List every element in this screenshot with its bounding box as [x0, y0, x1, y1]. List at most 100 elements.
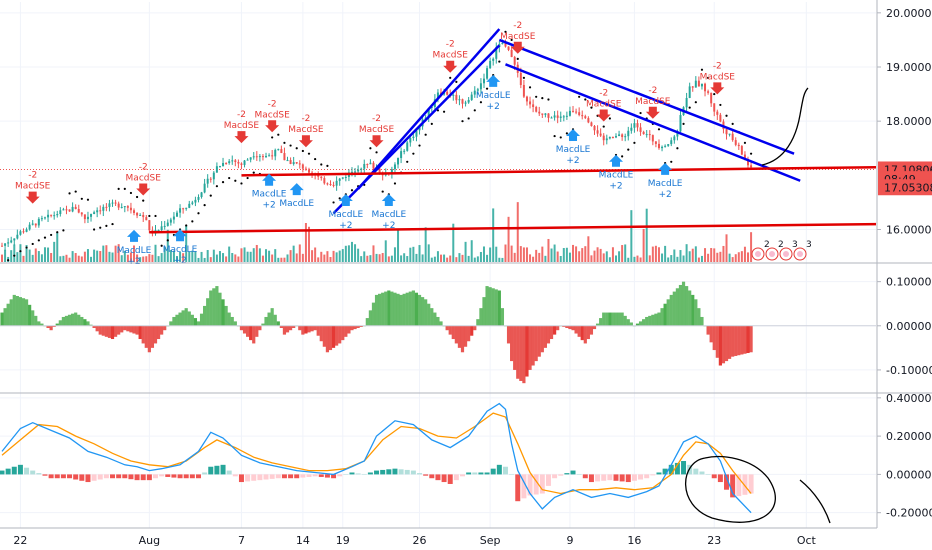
macd-hist-bar-76 [232, 474, 238, 477]
macd-hist-bar-66 [202, 472, 208, 475]
sar-dot-100 [307, 152, 311, 155]
candle-body-6 [19, 231, 22, 235]
candle-body-201 [618, 134, 621, 137]
signal-long-2: MacdLE+2 [117, 229, 152, 267]
osc-bar-200 [614, 312, 618, 326]
candle-body-148 [455, 94, 458, 101]
candle-body-155 [476, 89, 479, 91]
volume-bar-243 [747, 252, 750, 262]
long-arrow-icon [486, 74, 501, 87]
volume-bar-62 [191, 250, 194, 262]
volume-bar-191 [587, 236, 590, 262]
osc-bar-232 [712, 325, 716, 351]
volume-bar-58 [179, 251, 182, 262]
candle-body-171 [525, 96, 528, 102]
volume-bar-129 [397, 229, 400, 262]
volume-bar-214 [657, 247, 660, 262]
trend-line-1 [332, 44, 501, 215]
volume-bar-40 [123, 250, 126, 262]
signal-label: MacdLE [556, 145, 591, 155]
x-tick-label-9: 23 [707, 534, 721, 547]
osc-bar-61 [187, 311, 191, 326]
signal-label: -2 [513, 21, 522, 31]
trend-lines[interactable] [149, 28, 877, 234]
signal-label: -2 [301, 114, 310, 124]
sar-dot-176 [541, 97, 544, 100]
sar-dot-120 [369, 147, 372, 150]
signal-label: MacdLE [117, 246, 152, 256]
osc-bar-75 [230, 316, 234, 326]
y-tick-label-0-3: 16.00000 [886, 224, 932, 237]
volume-bar-201 [618, 251, 621, 262]
osc-bar-204 [626, 319, 630, 326]
volume-bar-190 [584, 246, 587, 262]
sar-dot-74 [228, 176, 231, 180]
volume-bar-65 [200, 251, 203, 262]
volume-badge-label: 2 [764, 240, 770, 250]
sar-dot-236 [725, 114, 728, 117]
candle-body-136 [418, 126, 421, 131]
volume-bar-94 [289, 250, 292, 262]
volume-bar-19 [59, 256, 62, 262]
short-arrow-icon [136, 183, 151, 196]
volume-bar-121 [372, 245, 375, 262]
volume-bar-113 [347, 245, 350, 262]
candle-body-215 [661, 146, 664, 149]
volume-bar-175 [538, 252, 541, 262]
sar-dot-204 [627, 148, 630, 151]
candle-body-87 [268, 155, 271, 157]
candle-body-149 [458, 99, 461, 101]
osc-bar-142 [436, 316, 440, 326]
volume-bar-234 [719, 251, 722, 262]
volume-bar-158 [486, 254, 489, 262]
volume-bar-177 [544, 255, 547, 262]
macd-hist-bar-198 [607, 474, 613, 481]
signal-label: MacdSE [15, 182, 51, 192]
candle-body-153 [470, 94, 473, 100]
candle-body-184 [565, 115, 568, 117]
candle-body-236 [725, 129, 728, 135]
macd-hist-bar-48 [146, 474, 152, 481]
sar-dot-30 [93, 228, 96, 231]
osc-bar-154 [473, 325, 477, 331]
signal-long-9: MacdLE+2 [329, 194, 363, 231]
osc-bar-235 [721, 325, 726, 364]
candle-body-134 [412, 136, 415, 139]
candle-body-37 [114, 202, 117, 204]
volume-bar-126 [387, 256, 390, 262]
osc-bar-136 [417, 294, 422, 326]
macd-hist-bar-74 [226, 470, 232, 475]
candle-body-36 [111, 202, 114, 204]
candle-body-115 [354, 171, 357, 173]
osc-bar-81 [249, 325, 253, 341]
candle-body-55 [169, 219, 172, 223]
osc-bar-228 [700, 316, 704, 326]
candle-body-105 [323, 178, 326, 184]
candle-body-85 [261, 156, 264, 158]
osc-bar-208 [638, 321, 643, 326]
macd-hist-bar-82 [251, 474, 257, 481]
macd-hist-bar-6 [17, 464, 23, 475]
osc-bar-238 [731, 325, 735, 357]
macd-hist-bar-170 [521, 474, 527, 499]
candle-body-0 [1, 245, 3, 247]
osc-bar-83 [255, 325, 259, 337]
candle-body-93 [286, 160, 289, 162]
volume-bar-150 [461, 254, 464, 262]
volume-bar-229 [704, 248, 707, 262]
volume-bar-68 [209, 257, 212, 262]
osc-bar-116 [356, 325, 360, 328]
volume-bar-3 [10, 250, 13, 262]
osc-bar-225 [691, 294, 695, 326]
long-arrow-icon [658, 162, 673, 175]
osc-bar-59 [181, 310, 185, 326]
osc-bar-90 [276, 321, 280, 326]
candle-body-234 [719, 114, 722, 122]
sar-dot-140 [430, 122, 433, 125]
signal-label: MacdSE [700, 72, 736, 82]
osc-bar-172 [528, 325, 532, 370]
candle-body-183 [562, 116, 565, 118]
candle-body-63 [194, 199, 197, 203]
volume-bar-124 [381, 253, 384, 262]
